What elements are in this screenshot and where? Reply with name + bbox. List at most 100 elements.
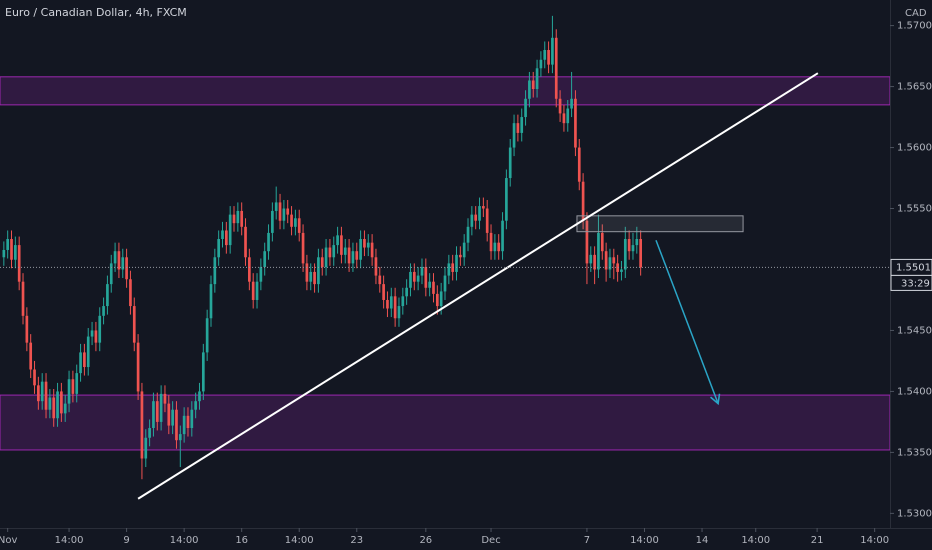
candle-body [205, 318, 209, 353]
candle-body [129, 279, 132, 307]
candle-body [236, 210, 240, 224]
candle-body [278, 202, 282, 221]
candle-body [182, 415, 186, 435]
x-tick-label: Dec [481, 535, 500, 546]
candle-body [56, 391, 59, 419]
candle-body [612, 257, 616, 264]
candle-body [10, 239, 13, 260]
candle-body [508, 147, 512, 179]
candle-body [274, 202, 278, 211]
candle-body [639, 239, 642, 268]
candle-body [17, 245, 21, 282]
candle-body [136, 342, 140, 392]
candle-body [152, 401, 155, 429]
candle-body [447, 263, 451, 276]
candle-body [439, 291, 443, 307]
y-tick-label: 1.53500 [897, 447, 932, 458]
x-tick-label: 14:00 [55, 535, 84, 546]
candle-body [186, 415, 190, 429]
candle-body [343, 247, 347, 255]
candle-body [370, 242, 374, 258]
candle-body [470, 214, 474, 227]
x-tick-label: 21 [811, 535, 824, 546]
candle-body [79, 352, 82, 374]
candle-body [25, 315, 29, 343]
candle-body [459, 254, 462, 258]
candle-body [148, 428, 151, 438]
candle-body [320, 257, 324, 268]
candle-body [577, 147, 581, 182]
candle-body [159, 393, 163, 422]
candle-body [267, 232, 270, 252]
candle-body [301, 232, 305, 264]
x-tick-label: 14:00 [741, 535, 770, 546]
candle-body [547, 49, 550, 65]
candle-body [109, 263, 113, 285]
candle-body [355, 251, 359, 260]
candle-body [255, 281, 259, 300]
candle-body [328, 247, 332, 258]
candle-body [6, 239, 10, 250]
candle-body [531, 80, 535, 90]
y-tick-label: 1.56500 [897, 82, 932, 93]
resistance-box [576, 215, 744, 233]
candle-body [44, 381, 48, 410]
candle-body [474, 214, 478, 221]
candle-body [409, 271, 412, 288]
candle-body [21, 281, 25, 316]
candle-body [48, 397, 52, 410]
candle-body [263, 251, 267, 268]
y-tick-label: 1.55500 [897, 204, 932, 215]
candle-body [351, 251, 355, 264]
candle-body [516, 123, 520, 133]
y-tick-label: 1.56000 [897, 143, 932, 154]
x-tick-label: 16 [235, 535, 248, 546]
candle-body [608, 257, 612, 270]
candle-body [63, 403, 67, 414]
candle-body [213, 257, 217, 285]
candle-body [106, 284, 109, 307]
candle-body [113, 251, 117, 264]
x-tick-label: 14:00 [860, 535, 889, 546]
candle-body [435, 293, 439, 307]
candle-body [539, 59, 543, 69]
candle-body [75, 373, 79, 394]
x-tick-label: 14:00 [170, 535, 199, 546]
candle-body [554, 37, 558, 99]
candle-body [593, 254, 596, 270]
candle-body [60, 391, 63, 414]
candle-body [528, 80, 531, 99]
candle-body [393, 296, 397, 319]
candle-body [493, 242, 497, 252]
candle-body [627, 239, 631, 252]
candle-body [501, 220, 504, 252]
candle-body [52, 397, 56, 419]
candle-body [194, 401, 197, 410]
candle-body [366, 242, 370, 248]
candle-body [140, 391, 144, 459]
x-tick-label: 7 [584, 535, 590, 546]
candle-body [132, 306, 136, 343]
candle-body [251, 281, 255, 300]
candle-body [244, 226, 247, 258]
candle-body [171, 409, 174, 426]
candle-body [33, 369, 36, 386]
candle-body [386, 299, 389, 309]
candle-body [485, 208, 489, 233]
candle-body [520, 117, 524, 133]
candle-body [2, 249, 6, 258]
countdown-label: 33:29 [901, 278, 930, 289]
candle-body [14, 245, 17, 260]
candle-body [221, 230, 224, 240]
candle-body [217, 239, 221, 258]
candle-body [535, 68, 539, 90]
candle-body [336, 235, 339, 246]
candle-body [478, 206, 481, 221]
candle-body [397, 306, 401, 319]
candle-body [570, 98, 573, 109]
trendline [137, 72, 819, 500]
candle-body [271, 210, 274, 233]
candle-body [424, 267, 428, 288]
